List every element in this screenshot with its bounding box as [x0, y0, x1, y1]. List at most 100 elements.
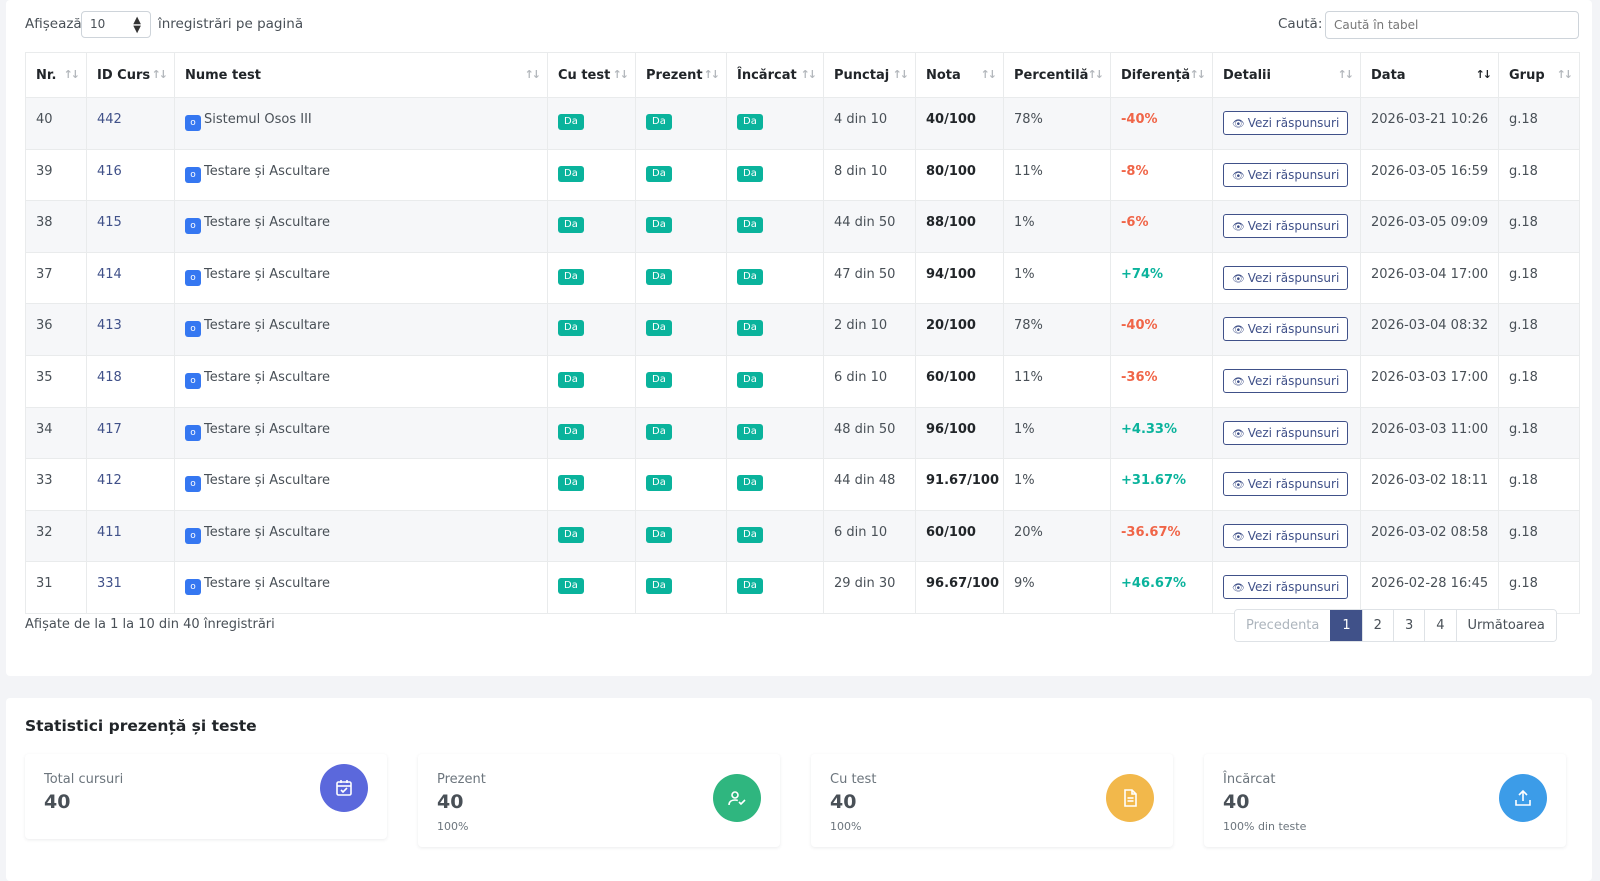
- course-id-link[interactable]: 331: [97, 576, 122, 592]
- eye-icon: 👁: [1232, 273, 1245, 285]
- cell-uploaded: Da: [726, 458, 824, 511]
- view-answers-button[interactable]: 👁 Vezi răspunsuri: [1223, 265, 1349, 290]
- page-length-select[interactable]: 10 ▲ ▼: [81, 11, 151, 38]
- view-answers-button[interactable]: 👁 Vezi răspunsuri: [1223, 420, 1349, 445]
- cell-course-id: 442: [86, 97, 175, 150]
- column-header[interactable]: Nota ↑↓: [915, 52, 1004, 98]
- cell-test-name: o Testare și Ascultare: [174, 509, 548, 563]
- column-header[interactable]: Punctaj ↑↓: [823, 52, 916, 98]
- score: 44 din 50: [834, 215, 896, 231]
- cell-difference: +46.67%: [1110, 561, 1213, 614]
- view-answers-label: Vezi răspunsuri: [1247, 322, 1340, 337]
- stat-value: 40: [437, 791, 464, 813]
- course-id-link[interactable]: 417: [97, 421, 122, 437]
- prev-page-button[interactable]: Precedenta: [1235, 610, 1331, 641]
- difference: -8%: [1121, 163, 1149, 179]
- search-input[interactable]: [1325, 11, 1579, 39]
- page-button[interactable]: 4: [1424, 610, 1456, 641]
- cell-difference: -36%: [1110, 354, 1213, 408]
- test-icon: o: [185, 424, 201, 441]
- column-header[interactable]: Grup ↑↓: [1498, 52, 1580, 98]
- cell-uploaded: Da: [726, 509, 824, 563]
- cell-group: g.18: [1498, 97, 1580, 150]
- column-header[interactable]: Nume test ↑↓: [174, 52, 548, 98]
- course-id-link[interactable]: 414: [97, 266, 122, 282]
- cell-test-name: o Testare și Ascultare: [174, 354, 548, 408]
- difference: +4.33%: [1121, 421, 1177, 437]
- cell-present: Da: [635, 509, 727, 563]
- column-header-label: Nr.: [36, 67, 57, 83]
- has-test-badge: Da: [558, 578, 584, 595]
- grade: 94/100: [926, 266, 976, 282]
- view-answers-button[interactable]: 👁 Vezi răspunsuri: [1223, 368, 1349, 393]
- stat-card: Încărcat 40 100% din teste: [1204, 754, 1566, 847]
- cell-percentile: 9%: [1003, 561, 1111, 614]
- view-answers-button[interactable]: 👁 Vezi răspunsuri: [1223, 523, 1349, 548]
- uploaded-badge: Da: [737, 371, 763, 388]
- cell-nr: 31: [25, 561, 87, 614]
- column-header[interactable]: Cu test ↑↓: [547, 52, 636, 98]
- view-answers-button[interactable]: 👁 Vezi răspunsuri: [1223, 111, 1349, 135]
- view-answers-button[interactable]: 👁 Vezi răspunsuri: [1223, 472, 1349, 497]
- view-answers-button[interactable]: 👁 Vezi răspunsuri: [1223, 317, 1349, 342]
- cell-present: Da: [635, 561, 727, 614]
- test-icon: o: [185, 218, 201, 235]
- cell-group: g.18: [1498, 561, 1580, 614]
- next-page-button[interactable]: Următoarea: [1455, 610, 1556, 641]
- score: 29 din 30: [834, 576, 896, 592]
- difference: +74%: [1121, 266, 1164, 282]
- cell-group: g.18: [1498, 148, 1580, 202]
- column-header[interactable]: Nr. ↑↓: [25, 52, 87, 98]
- cell-difference: -36.67%: [1110, 509, 1213, 563]
- grade: 96.67/100: [926, 576, 1000, 592]
- group: g.18: [1509, 318, 1538, 334]
- difference: -40%: [1121, 112, 1158, 127]
- present-badge: Da: [646, 320, 672, 337]
- column-header[interactable]: ID Curs ↑↓: [86, 52, 175, 98]
- cell-has-test: Da: [547, 251, 636, 305]
- sort-arrows-icon: ▲ ▼: [133, 15, 141, 35]
- cell-details: 👁 Vezi răspunsuri: [1212, 354, 1361, 408]
- row-number: 35: [36, 369, 53, 385]
- grade: 40/100: [926, 112, 976, 127]
- course-id-link[interactable]: 442: [97, 112, 122, 127]
- view-answers-button[interactable]: 👁 Vezi răspunsuri: [1223, 162, 1349, 187]
- cell-details: 👁 Vezi răspunsuri: [1212, 97, 1361, 150]
- cell-difference: +4.33%: [1110, 406, 1213, 460]
- course-id-link[interactable]: 416: [97, 163, 122, 179]
- row-number: 38: [36, 215, 53, 231]
- group: g.18: [1509, 215, 1538, 231]
- stat-subtext: 100%: [830, 820, 862, 833]
- cell-uploaded: Da: [726, 97, 824, 150]
- column-header[interactable]: Detalii ↑↓: [1212, 52, 1361, 98]
- column-header[interactable]: Percentilă ↑↓: [1003, 52, 1111, 98]
- cell-present: Da: [635, 200, 727, 253]
- table-row: 34 417 o Testare și Ascultare Da Da Da 48 din 5…: [25, 406, 1580, 460]
- sort-icon: ↑↓: [892, 68, 910, 81]
- percentile: 20%: [1014, 524, 1043, 540]
- percentile: 78%: [1014, 318, 1043, 334]
- column-header[interactable]: Data ↑↓: [1360, 52, 1499, 98]
- course-id-link[interactable]: 413: [97, 318, 122, 334]
- stat-subtext: 100% din teste: [1223, 820, 1307, 833]
- present-badge: Da: [646, 114, 672, 130]
- cell-details: 👁 Vezi răspunsuri: [1212, 458, 1361, 511]
- course-id-link[interactable]: 411: [97, 524, 122, 540]
- course-id-link[interactable]: 415: [97, 215, 122, 231]
- page-button[interactable]: 2: [1361, 610, 1393, 641]
- cell-score: 6 din 10: [823, 354, 916, 408]
- cell-percentile: 20%: [1003, 509, 1111, 563]
- view-answers-button[interactable]: 👁 Vezi răspunsuri: [1223, 214, 1349, 239]
- page-button[interactable]: 3: [1392, 610, 1425, 641]
- date: 2026-03-04 08:32: [1371, 318, 1489, 334]
- cell-course-id: 415: [86, 200, 175, 253]
- course-id-link[interactable]: 418: [97, 369, 122, 385]
- view-answers-button[interactable]: 👁 Vezi răspunsuri: [1223, 575, 1349, 600]
- view-answers-label: Vezi răspunsuri: [1247, 373, 1340, 388]
- page-button[interactable]: 1: [1330, 610, 1362, 641]
- column-header[interactable]: Prezent ↑↓: [635, 52, 727, 98]
- column-header[interactable]: Încărcat ↑↓: [726, 52, 824, 98]
- course-id-link[interactable]: 412: [97, 473, 122, 489]
- has-test-badge: Da: [558, 268, 584, 285]
- column-header[interactable]: Diferență ↑↓: [1110, 52, 1213, 98]
